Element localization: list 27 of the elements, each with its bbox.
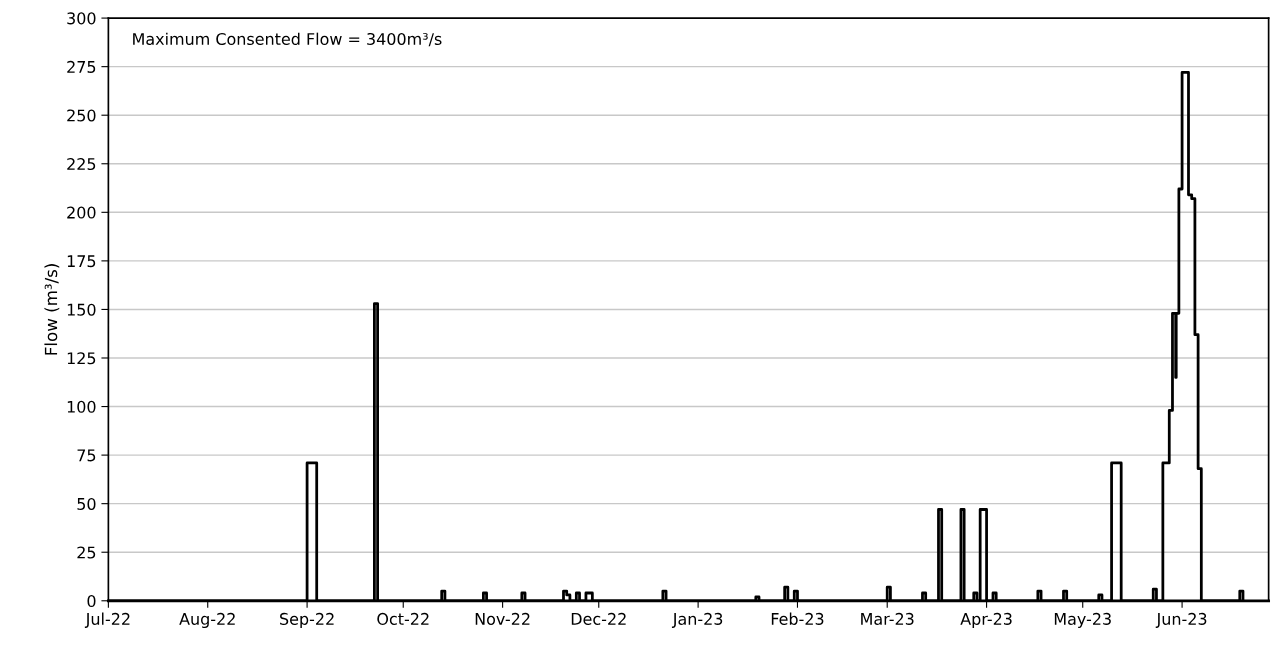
x-tick-label: May-23 bbox=[1054, 612, 1111, 629]
x-tick-label: Jul-22 bbox=[84, 612, 130, 628]
y-tick-label: 75 bbox=[77, 449, 96, 462]
y-tick-label: 25 bbox=[77, 546, 96, 559]
y-tick-label: 250 bbox=[67, 109, 96, 122]
x-tick-label: Apr-23 bbox=[960, 612, 1012, 629]
y-tick-label: 175 bbox=[67, 255, 96, 268]
y-tick-label: 150 bbox=[67, 303, 96, 316]
x-tick-label: Jan-23 bbox=[671, 612, 723, 628]
x-tick-label: Aug-22 bbox=[179, 612, 235, 629]
x-tick-label: Jun-23 bbox=[1155, 612, 1207, 628]
y-tick-label: 125 bbox=[67, 352, 96, 365]
y-tick-label: 50 bbox=[77, 497, 96, 510]
x-tick-label: Feb-23 bbox=[771, 612, 824, 625]
x-tick-label: Sep-22 bbox=[280, 612, 334, 629]
y-tick-label: 300 bbox=[67, 12, 96, 25]
x-tick-label: Nov-22 bbox=[475, 612, 530, 625]
y-tick-label: 100 bbox=[67, 400, 96, 413]
annotation: Maximum Consented Flow = 3400m³/s bbox=[133, 32, 442, 47]
y-tick-label: 200 bbox=[67, 206, 96, 219]
x-tick-label: Oct-22 bbox=[377, 612, 429, 625]
x-tick-label: Dec-22 bbox=[571, 612, 626, 625]
y-axis-title: Flow (m³/s) bbox=[44, 264, 60, 355]
y-tick-label: 225 bbox=[67, 157, 96, 171]
x-tick-label: Mar-23 bbox=[861, 612, 914, 625]
y-tick-label: 275 bbox=[67, 60, 96, 73]
y-tick-label: 0 bbox=[87, 594, 96, 608]
